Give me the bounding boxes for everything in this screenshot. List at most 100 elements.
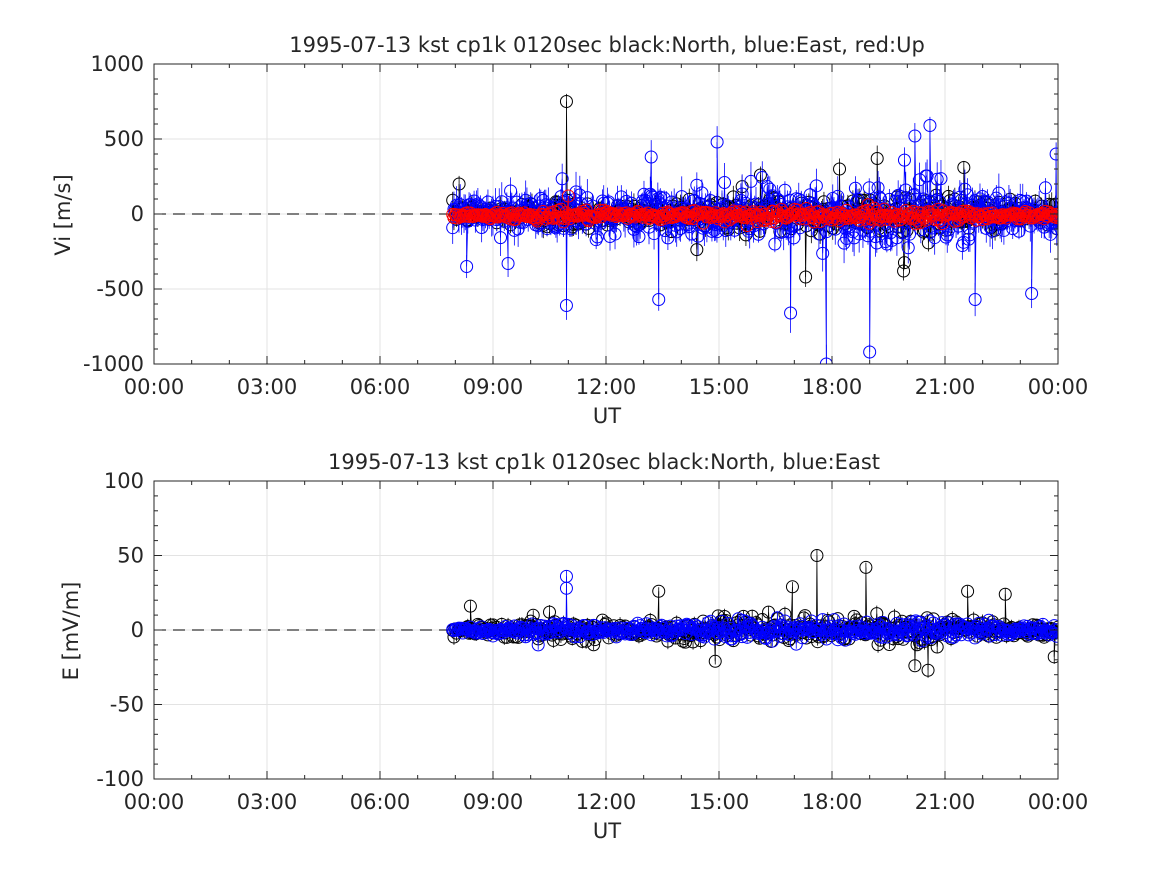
data-point-east [559,581,573,595]
x-tick-label: 09:00 [463,790,524,814]
data-point-north [897,256,911,270]
data-point-north [652,584,666,598]
data-point-east [1020,625,1034,639]
data-point-east [460,260,474,273]
data-point-east [710,135,724,149]
data-point-east [614,190,628,204]
data-point-east [534,191,548,205]
x-tick-label: 03:00 [237,790,298,814]
data-point-north [961,584,975,598]
x-tick-label: 03:00 [237,375,298,399]
data-point-east [701,616,715,630]
data-point-north [1047,650,1058,664]
data-point-east [920,169,934,183]
y-tick-label: 50 [117,544,144,568]
data-point-east [897,153,911,167]
data-point-east [555,172,569,186]
data-point-east [940,228,954,242]
data-point-east [901,241,915,255]
data-point-up [817,209,831,223]
data-point-east [870,236,884,250]
data-point-north [799,270,813,284]
data-point-east [934,172,948,186]
data-point-north [708,654,722,668]
y-tick-label: 0 [131,202,144,226]
data-point-east [908,188,922,202]
data-point-east [963,228,977,242]
series-up [446,189,1058,232]
data-point-east [744,174,758,188]
data-point-east [501,257,515,270]
data-point-up [958,208,972,222]
data-point-up [796,208,810,222]
data-point-north [897,264,911,278]
x-tick-label: 09:00 [463,375,524,399]
data-point-up [658,211,672,225]
velocity-data-layer [446,93,1058,364]
data-point-north [957,161,971,174]
data-point-east [992,186,1006,200]
data-point-up [546,211,560,225]
data-point-north [587,638,601,652]
data-point-east [704,194,718,208]
velocity-panel: 1995-07-13 kst cp1k 0120sec black:North,… [51,33,1088,428]
data-point-up [481,209,495,223]
data-point-up [1048,207,1058,221]
data-point-east [569,185,583,199]
data-point-east [735,187,749,201]
data-point-up [558,211,572,225]
data-point-up [726,204,740,218]
x-tick-label: 00:00 [124,790,185,814]
data-point-north [559,95,573,108]
data-point-east [908,129,922,143]
data-point-east [923,119,937,132]
velocity-y-axis-label: Vi [m/s] [51,174,75,255]
data-point-up [860,203,874,217]
data-point-east [536,627,550,641]
efield-data-layer [446,549,1058,678]
data-point-north [859,560,873,574]
data-point-east [661,231,675,245]
data-point-east [608,227,622,241]
data-point-up [539,212,553,226]
x-tick-label: 06:00 [350,375,411,399]
data-point-east [999,195,1013,209]
x-tick-label: 21:00 [915,375,976,399]
electric-field-panel: 1995-07-13 kst cp1k 0120sec black:North,… [59,450,1088,843]
y-tick-label: 500 [104,127,144,151]
x-tick-label: 00:00 [1028,375,1089,399]
data-point-up [799,202,813,216]
data-point-north [930,640,944,654]
velocity-chart-title: 1995-07-13 kst cp1k 0120sec black:North,… [289,33,925,57]
data-point-north [526,608,540,622]
data-point-east [1012,224,1026,238]
data-point-east [690,178,704,192]
data-point-east [838,633,852,647]
data-point-east [1047,619,1058,633]
data-point-east [862,181,876,195]
data-point-up [561,189,575,203]
data-point-north [908,659,922,673]
x-tick-label: 15:00 [689,375,750,399]
data-point-east [863,345,877,359]
data-point-east [796,631,810,645]
x-tick-label: 06:00 [350,790,411,814]
data-point-east [930,172,944,186]
data-point-east [889,194,903,208]
data-point-north [463,599,477,613]
data-point-east [559,299,573,312]
data-point-east [792,192,806,206]
data-point-up [802,208,816,222]
x-tick-label: 00:00 [124,375,185,399]
efield-y-axis-label: E [mV/m] [59,582,83,681]
data-point-east [504,184,518,198]
x-tick-label: 18:00 [802,375,863,399]
data-point-east [494,231,508,245]
data-point-east [1049,147,1058,161]
data-point-north [810,549,824,562]
data-point-up [843,211,857,225]
x-tick-label: 00:00 [1028,790,1089,814]
data-point-east [836,624,850,638]
data-point-east [974,627,988,641]
